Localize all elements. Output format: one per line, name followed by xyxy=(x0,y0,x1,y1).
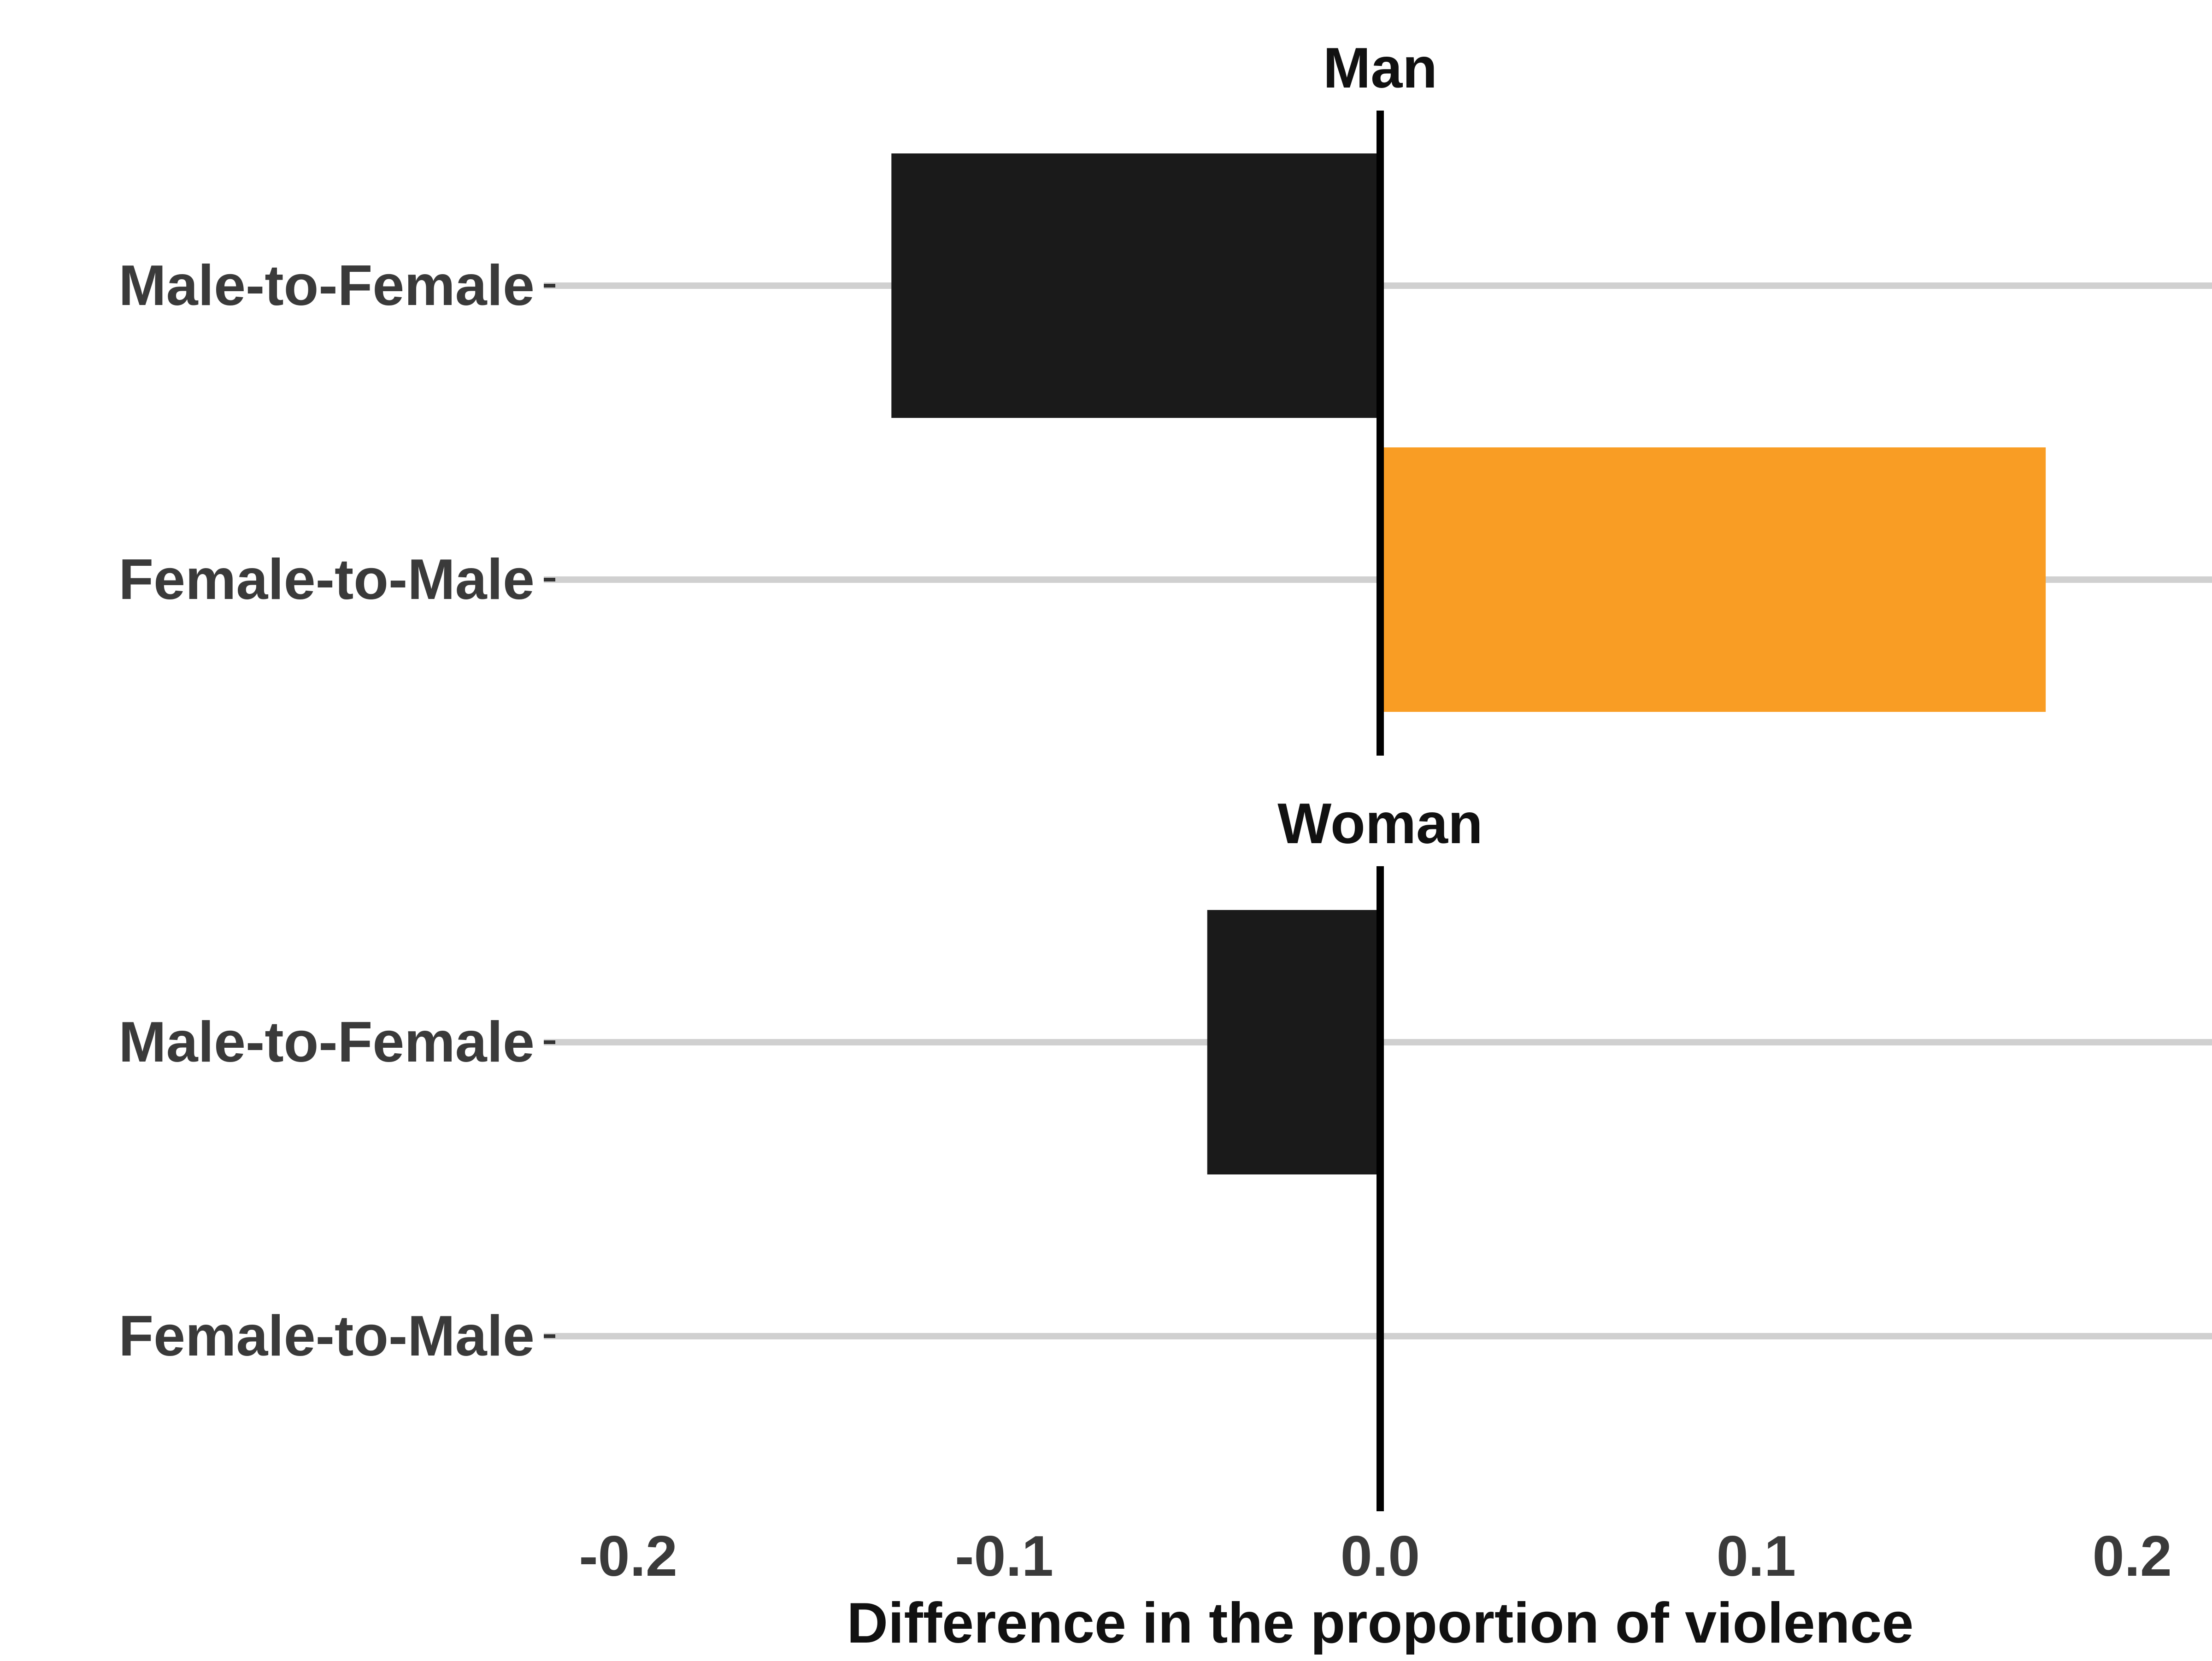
x-tick-label: 0.2 xyxy=(2093,1525,2172,1588)
bar-man-female-to-male xyxy=(1380,447,2046,712)
x-tick-label: -0.2 xyxy=(579,1525,677,1588)
x-tick-label: 0.0 xyxy=(1341,1525,1420,1588)
y-tick-label: Male-to-Female xyxy=(118,254,535,317)
x-tick-label: -0.1 xyxy=(955,1525,1053,1588)
label-layer: Man Male-to-Female Female-to-Male Woman Male… xyxy=(118,36,2172,1655)
bar-layer xyxy=(891,153,2046,1174)
bar-woman-male-to-female xyxy=(1207,910,1380,1174)
y-tick-label: Female-to-Male xyxy=(118,1304,535,1368)
x-axis-title: Difference in the proportion of violence xyxy=(847,1591,1914,1655)
facet-title-man: Man xyxy=(1323,36,1437,100)
y-tick-label: Male-to-Female xyxy=(118,1010,535,1074)
x-tick-label: 0.1 xyxy=(1717,1525,1796,1588)
y-tick-label: Female-to-Male xyxy=(118,548,535,611)
facet-title-woman: Woman xyxy=(1277,792,1483,856)
bar-man-male-to-female xyxy=(891,153,1380,418)
